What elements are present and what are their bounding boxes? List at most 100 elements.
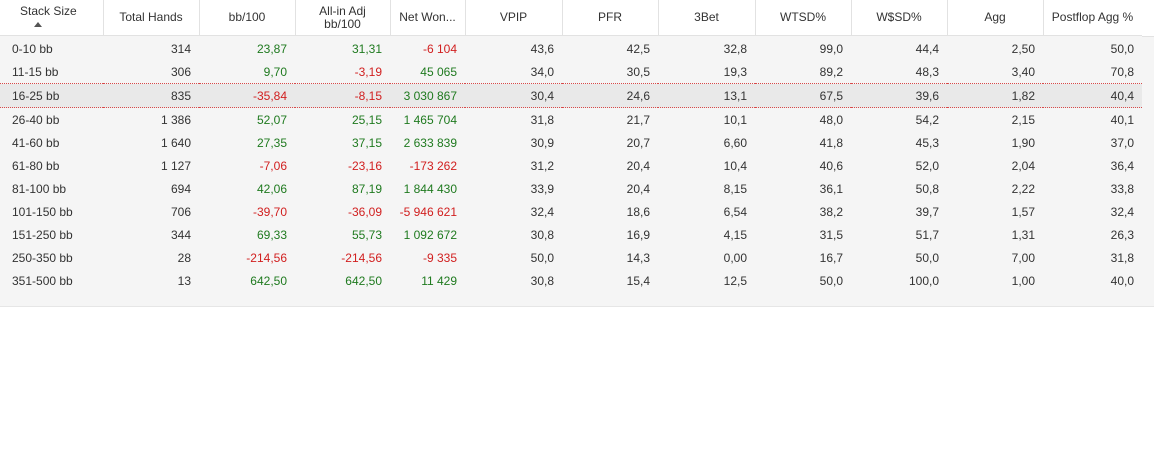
cell-threebet: 8,15 <box>723 181 747 196</box>
cell-stack: 61-80 bb <box>12 158 60 173</box>
cell-wtsd: 67,5 <box>755 83 851 108</box>
cell-allin: 642,50 <box>345 273 382 288</box>
cell-hands: 314 <box>170 41 191 56</box>
cell-wtsd: 41,8 <box>819 135 843 150</box>
column-header-stack-size[interactable]: Stack Size <box>0 0 104 36</box>
cell-bb100: 9,70 <box>263 64 287 79</box>
cell-agg: 1,31 <box>1011 227 1035 242</box>
cell-agg: 1,82 <box>947 83 1043 108</box>
cell-wsd: 100,0 <box>908 273 939 288</box>
cell-wsd: 51,7 <box>915 227 939 242</box>
table-row[interactable]: 250-350 bb 28 -214,56 -214,56 -9 335 50,0 14,3… <box>0 246 1142 269</box>
cell-wtsd: 36,1 <box>819 181 843 196</box>
cell-allin: 87,19 <box>351 181 382 196</box>
sort-ascending-icon <box>34 21 42 27</box>
cell-stack: 41-60 bb <box>12 135 60 150</box>
cell-agg: 1,57 <box>1011 204 1035 219</box>
table-row[interactable]: 351-500 bb 13 642,50 642,50 11 429 30,8 15,4 12… <box>0 269 1142 292</box>
cell-stack: 0-10 bb <box>12 41 53 56</box>
cell-hands: 306 <box>170 64 191 79</box>
cell-pagg: 33,8 <box>1110 181 1134 196</box>
cell-bb100: 42,06 <box>256 181 287 196</box>
cell-wsd: 50,0 <box>915 250 939 265</box>
cell-bb100: 642,50 <box>250 273 287 288</box>
header-row: Stack Size Total Hands bb/100 All-in Adj… <box>0 0 1143 36</box>
cell-pagg: 36,4 <box>1110 158 1134 173</box>
cell-vpip: 30,8 <box>530 227 554 242</box>
cell-wsd: 52,0 <box>915 158 939 173</box>
table-row[interactable]: 26-40 bb 1 386 52,07 25,15 1 465 704 31,8 21,7… <box>0 108 1142 132</box>
table-row[interactable]: 11-15 bb 306 9,70 -3,19 45 065 34,0 30,5 19,3 89… <box>0 60 1142 84</box>
cell-wsd: 39,6 <box>851 83 947 108</box>
cell-hands: 1 127 <box>160 158 191 173</box>
column-header-3bet[interactable]: 3Bet <box>658 0 756 36</box>
table-row[interactable]: 81-100 bb 694 42,06 87,19 1 844 430 33,9 20,4 8… <box>0 177 1142 200</box>
cell-wtsd: 31,5 <box>819 227 843 242</box>
cell-wtsd: 99,0 <box>819 41 843 56</box>
cell-vpip: 33,9 <box>530 181 554 196</box>
header-corner <box>1142 0 1154 37</box>
cell-threebet: 6,60 <box>723 135 747 150</box>
cell-threebet: 19,3 <box>723 64 747 79</box>
column-header-pfr[interactable]: PFR <box>562 0 659 36</box>
table-row[interactable]: 0-10 bb 314 23,87 31,31 -6 104 43,6 42,5 32,8 99… <box>0 36 1142 61</box>
cell-wtsd: 16,7 <box>819 250 843 265</box>
column-header-allin-adj-bb100[interactable]: All-in Adj bb/100 <box>295 0 391 36</box>
cell-pagg: 50,0 <box>1110 41 1134 56</box>
cell-allin: -8,15 <box>295 83 390 108</box>
table-row[interactable]: 101-150 bb 706 -39,70 -36,09 -5 946 621 32,4 1… <box>0 200 1142 223</box>
cell-pagg: 26,3 <box>1110 227 1134 242</box>
cell-vpip: 31,2 <box>530 158 554 173</box>
cell-pagg: 37,0 <box>1110 135 1134 150</box>
cell-vpip: 43,6 <box>530 41 554 56</box>
table-row[interactable]: 61-80 bb 1 127 -7,06 -23,16 -173 262 31,2 20,4… <box>0 154 1142 177</box>
cell-vpip: 34,0 <box>530 64 554 79</box>
cell-allin: 31,31 <box>351 41 382 56</box>
cell-pagg: 32,4 <box>1110 204 1134 219</box>
column-header-net-won[interactable]: Net Won... <box>390 0 466 36</box>
cell-agg: 2,50 <box>1011 41 1035 56</box>
cell-bb100: -7,06 <box>259 158 287 173</box>
table-row[interactable]: 16-25 bb 835 -35,84 -8,15 3 030 867 30,4 24,6 1… <box>0 83 1142 108</box>
cell-threebet: 4,15 <box>723 227 747 242</box>
cell-net: 1 844 430 <box>403 181 457 196</box>
cell-net: 1 092 672 <box>403 227 457 242</box>
cell-pfr: 20,7 <box>626 135 650 150</box>
cell-bb100: -39,70 <box>252 204 287 219</box>
cell-pfr: 20,4 <box>626 158 650 173</box>
cell-net: 2 633 839 <box>403 135 457 150</box>
cell-vpip: 30,4 <box>465 83 562 108</box>
cell-wtsd: 38,2 <box>819 204 843 219</box>
cell-bb100: 27,35 <box>256 135 287 150</box>
cell-pagg: 40,1 <box>1110 112 1134 127</box>
table-row[interactable]: 41-60 bb 1 640 27,35 37,15 2 633 839 30,9 20,7… <box>0 131 1142 154</box>
cell-hands: 13 <box>177 273 191 288</box>
column-header-postflop-agg[interactable]: Postflop Agg % <box>1043 0 1143 36</box>
cell-allin: -3,19 <box>354 64 382 79</box>
column-header-total-hands[interactable]: Total Hands <box>103 0 200 36</box>
cell-vpip: 50,0 <box>530 250 554 265</box>
cell-stack: 101-150 bb <box>12 204 73 219</box>
cell-pfr: 21,7 <box>626 112 650 127</box>
column-header-vpip[interactable]: VPIP <box>465 0 563 36</box>
column-header-wtsd[interactable]: WTSD% <box>755 0 852 36</box>
cell-allin: 25,15 <box>351 112 382 127</box>
cell-pagg: 31,8 <box>1110 250 1134 265</box>
cell-pfr: 18,6 <box>626 204 650 219</box>
column-header-wsd[interactable]: W$SD% <box>851 0 948 36</box>
cell-bb100: -214,56 <box>246 250 287 265</box>
table-row[interactable]: 151-250 bb 344 69,33 55,73 1 092 672 30,8 16,9… <box>0 223 1142 246</box>
cell-stack: 26-40 bb <box>12 112 60 127</box>
column-header-bb100[interactable]: bb/100 <box>199 0 296 36</box>
column-header-agg[interactable]: Agg <box>947 0 1044 36</box>
cell-hands: 694 <box>170 181 191 196</box>
cell-threebet: 13,1 <box>658 83 755 108</box>
cell-wsd: 50,8 <box>915 181 939 196</box>
cell-allin: 37,15 <box>351 135 382 150</box>
cell-pfr: 14,3 <box>626 250 650 265</box>
stats-grid: Stack Size Total Hands bb/100 All-in Adj… <box>0 0 1154 307</box>
cell-pfr: 24,6 <box>562 83 658 108</box>
cell-threebet: 32,8 <box>723 41 747 56</box>
cell-hands: 706 <box>170 204 191 219</box>
cell-wsd: 39,7 <box>915 204 939 219</box>
